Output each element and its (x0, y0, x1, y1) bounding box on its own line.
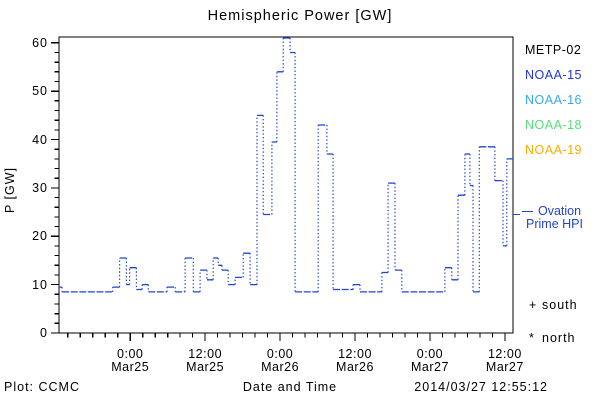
legend-item-noaa-15: NOAA-15 (525, 68, 582, 82)
y-tick-label: 40 (32, 132, 48, 147)
ovation-annotation-line2: Prime HPI (526, 217, 583, 231)
plot-frame (58, 36, 514, 334)
y-tick-label: 10 (32, 277, 48, 292)
x-tick-label: 12:00 Mar26 (336, 347, 374, 374)
plot-timestamp: 2014/03/27 12:55:12 (414, 380, 548, 394)
plus-marker-icon: + (529, 298, 538, 312)
y-tick-label: 30 (32, 180, 48, 195)
x-axis-label: Date and Time (242, 380, 338, 394)
satellite-legend: METP-02 NOAA-15 NOAA-16 NOAA-18 NOAA-19 (525, 43, 582, 168)
south-marker-legend: + south (529, 298, 578, 312)
hpi-step-line-vertical (61, 38, 508, 292)
south-label: south (542, 298, 578, 312)
x-tick-label: 0:00 Mar26 (261, 347, 300, 374)
x-tick-label: 0:00 Mar25 (111, 347, 150, 374)
ovation-annotation: Ovation Prime HPI (514, 205, 598, 231)
legend-item-noaa-18: NOAA-18 (525, 118, 582, 132)
north-label: north (542, 331, 576, 345)
asterisk-marker-icon: * (529, 331, 535, 345)
x-tick-label: 12:00 Mar27 (485, 347, 524, 374)
x-tick-label: 0:00 Mar27 (410, 347, 449, 374)
y-tick-label: 60 (32, 35, 48, 50)
legend-item-noaa-16: NOAA-16 (525, 93, 582, 107)
line-style-sample-icon (522, 211, 533, 212)
x-tick-label: 12:00 Mar25 (186, 347, 225, 374)
chart-title: Hemispheric Power [GW] (207, 8, 393, 24)
north-marker-legend: * north (529, 331, 576, 345)
y-tick-label: 20 (32, 229, 48, 244)
ovation-annotation-line1: Ovation (538, 204, 582, 218)
plot-credit: Plot: CCMC (4, 380, 80, 394)
y-tick-label: 0 (40, 326, 48, 340)
y-tick-label: 50 (32, 84, 48, 99)
legend-item-metp-02: METP-02 (525, 43, 582, 57)
legend-item-noaa-19: NOAA-19 (525, 143, 582, 157)
hpi-step-line-horizontal (59, 37, 513, 293)
